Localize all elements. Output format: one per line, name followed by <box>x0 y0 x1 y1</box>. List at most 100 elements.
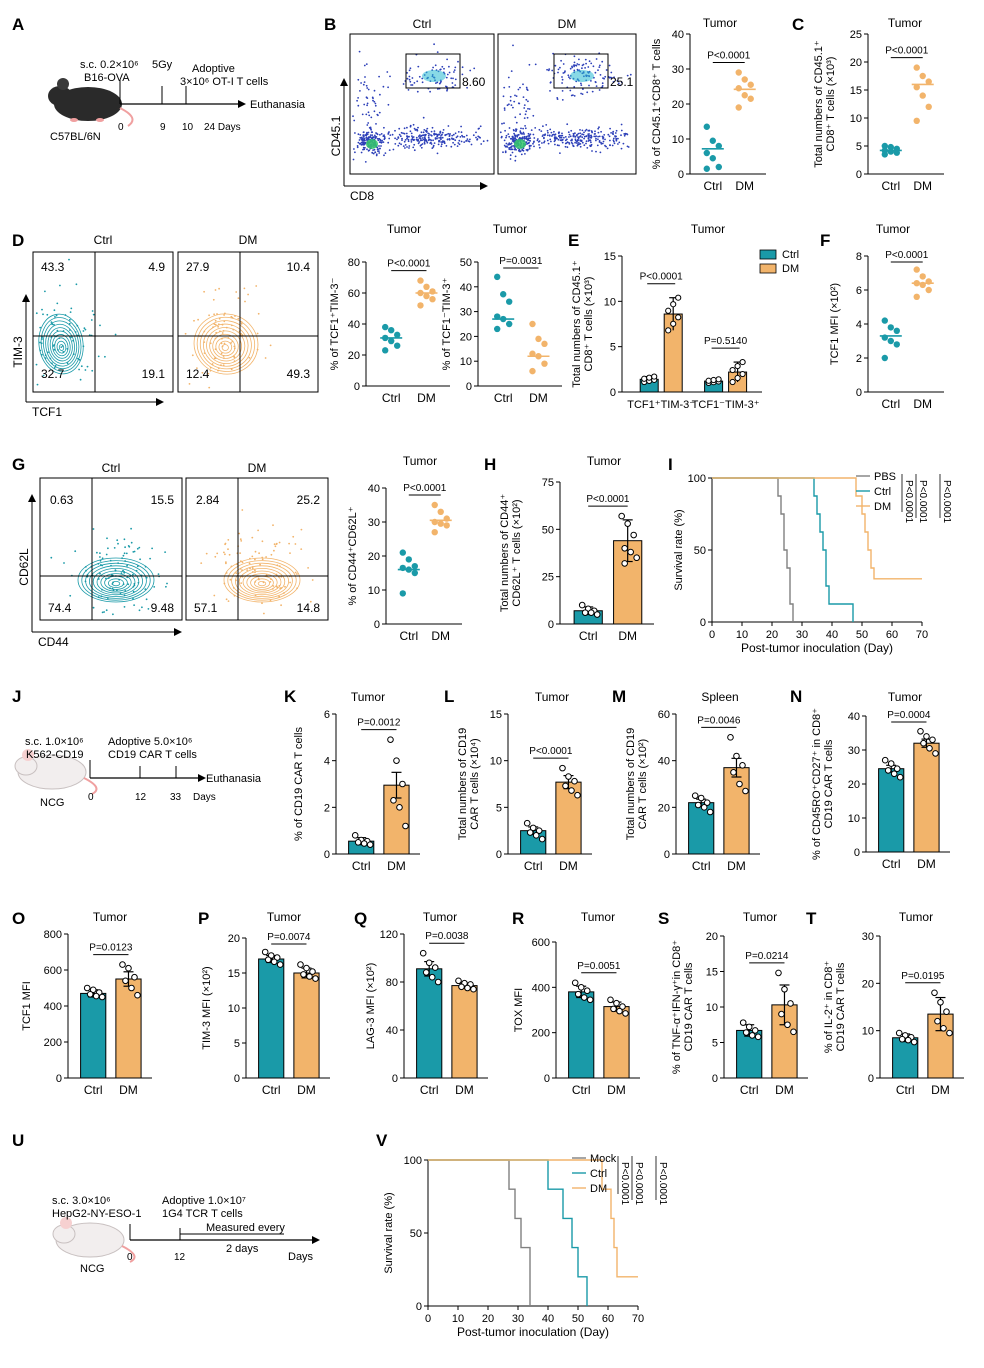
panel-letter-s: S <box>658 909 669 928</box>
flow-event <box>598 66 601 68</box>
flow-event <box>594 81 597 84</box>
data-point <box>568 787 575 794</box>
data-point <box>419 949 427 957</box>
flow-event <box>615 137 618 140</box>
flow-event <box>357 104 360 107</box>
data-point <box>715 163 722 171</box>
flow-event <box>515 121 518 124</box>
flow-event <box>423 139 426 142</box>
data-point <box>616 1007 623 1015</box>
flow-event <box>270 578 272 581</box>
flow-event <box>430 143 433 145</box>
flow-event <box>523 104 526 106</box>
flow-event <box>389 75 391 78</box>
flow-event <box>235 579 237 582</box>
bar-dm <box>293 972 320 1079</box>
flow-event <box>378 75 380 78</box>
flow-event <box>54 365 57 367</box>
flow-event <box>381 141 383 143</box>
contour-line <box>92 567 140 596</box>
flow-event <box>216 552 219 555</box>
flow-event <box>404 147 406 149</box>
flow-event <box>437 134 439 136</box>
flow-event <box>41 353 43 356</box>
flow-event <box>502 95 505 98</box>
flow-event <box>78 358 81 361</box>
flow-event <box>598 135 601 138</box>
data-point <box>535 335 542 343</box>
flow-event <box>78 368 80 371</box>
flow-event <box>376 146 379 149</box>
survival-curve-mock <box>428 1159 531 1306</box>
flow-event <box>614 135 617 138</box>
flow-event <box>532 133 535 136</box>
flow-event <box>96 551 98 554</box>
flow-event <box>376 133 379 136</box>
flow-event <box>99 552 101 554</box>
flow-event <box>224 553 226 556</box>
data-point <box>630 531 637 539</box>
flow-event <box>522 83 524 86</box>
data-point <box>694 801 702 809</box>
y-tick-label: 0 <box>856 387 862 399</box>
chart-title: Tumor <box>535 690 569 704</box>
data-point <box>893 149 900 156</box>
flow-event <box>353 119 356 122</box>
data-point <box>86 991 94 998</box>
data-point <box>437 520 444 527</box>
y-tick-label: 6 <box>856 285 862 297</box>
x-category-label: DM <box>735 179 754 193</box>
data-point <box>134 991 141 999</box>
flow-event <box>377 148 379 151</box>
quadrant-value-ur: 10.4 <box>287 260 311 274</box>
y-tick-label: 20 <box>228 933 240 945</box>
flow-event <box>509 158 512 160</box>
flow-event <box>374 102 377 105</box>
x-category-label: DM <box>931 1083 950 1097</box>
flow-event <box>540 130 543 133</box>
flow-event <box>596 144 599 147</box>
flow-event <box>387 86 389 89</box>
x-category-label: Ctrl <box>399 629 418 643</box>
flow-event <box>68 322 71 325</box>
flow-event <box>549 128 552 131</box>
flow-event <box>589 145 592 148</box>
flow-event <box>359 90 361 92</box>
cd8-axis-label: CD8 <box>350 189 374 203</box>
quadrant-value-ul: 27.9 <box>186 260 210 274</box>
flow-event <box>264 357 267 359</box>
legend-label: Mock <box>590 1153 617 1165</box>
flow-event <box>212 298 215 301</box>
flow-event <box>74 331 77 333</box>
flow-event <box>418 75 421 78</box>
y-tick-label: 10 <box>490 756 502 768</box>
flow-event <box>145 598 148 601</box>
flow-event <box>261 558 264 561</box>
flow-event <box>419 134 421 137</box>
flow-event <box>354 132 356 134</box>
flow-event <box>50 336 53 339</box>
flow-event <box>528 144 531 147</box>
flow-event <box>554 134 556 136</box>
y-tick-label: 0 <box>354 381 360 393</box>
flow-event <box>599 74 602 76</box>
flow-event <box>365 84 368 87</box>
y-axis-label: % of TCF1⁻TIM-3⁺ <box>441 277 453 370</box>
data-point <box>571 777 578 785</box>
flow-event <box>556 98 559 100</box>
data-point <box>887 148 894 155</box>
flow-event <box>424 130 427 132</box>
data-point <box>913 64 920 71</box>
flow-event <box>575 64 578 67</box>
flow-event <box>255 285 258 287</box>
flow-event <box>590 136 593 139</box>
flow-event <box>567 131 570 134</box>
flow-event <box>408 78 411 81</box>
flow-event <box>534 63 537 66</box>
flow-event <box>617 143 619 145</box>
flow-event <box>66 362 69 365</box>
flow-event <box>360 136 363 139</box>
flow-event <box>547 131 549 134</box>
